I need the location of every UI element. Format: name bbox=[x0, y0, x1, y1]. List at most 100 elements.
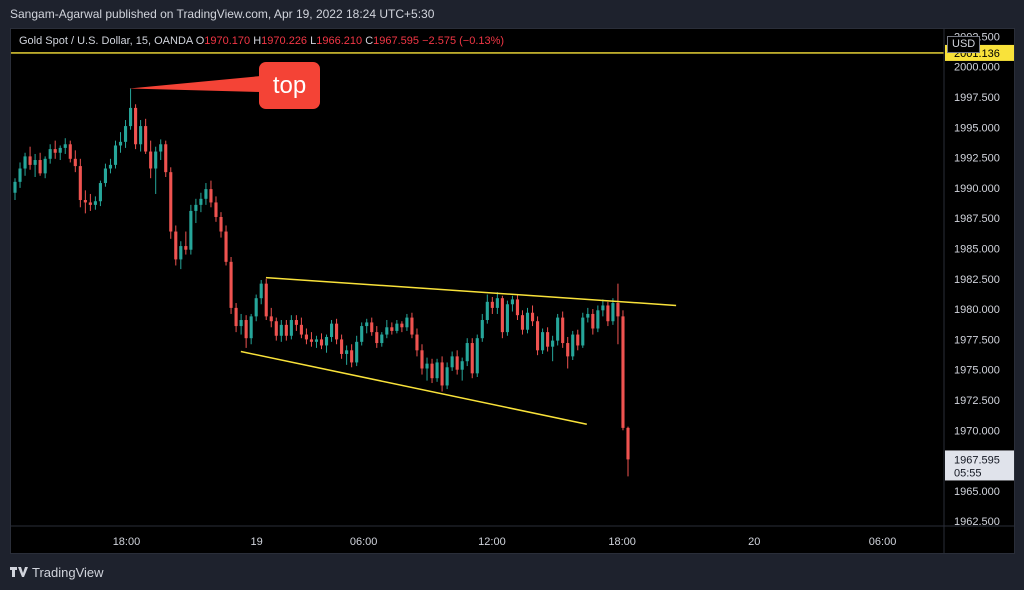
candle bbox=[340, 334, 344, 359]
candle-body bbox=[611, 303, 615, 322]
candle-body bbox=[204, 189, 208, 199]
y-tick-label: 1990.000 bbox=[954, 183, 1000, 195]
candle-body bbox=[234, 307, 238, 327]
candle-body bbox=[601, 305, 605, 311]
candle-body bbox=[440, 362, 444, 386]
annotations: top bbox=[11, 52, 944, 425]
candle bbox=[23, 152, 27, 176]
y-tick-label: 1970.000 bbox=[954, 425, 1000, 437]
candle-body bbox=[515, 299, 520, 316]
candle-body bbox=[129, 107, 133, 127]
candle-body bbox=[470, 343, 474, 374]
candle-body bbox=[525, 312, 530, 330]
tradingview-brand[interactable]: TradingView bbox=[10, 565, 104, 580]
candle-body bbox=[239, 320, 243, 327]
candle bbox=[43, 156, 47, 179]
candle-body bbox=[159, 144, 163, 152]
candle bbox=[450, 351, 454, 371]
candle bbox=[415, 328, 419, 357]
candle bbox=[149, 140, 153, 179]
candle bbox=[194, 198, 198, 224]
candle bbox=[214, 196, 218, 222]
published-by-text: Sangam-Agarwal published on TradingView.… bbox=[10, 7, 435, 21]
axes: 2002.5002000.0001997.5001995.0001992.500… bbox=[11, 29, 1014, 553]
candle-body bbox=[485, 301, 489, 321]
close-value: 1967.595 bbox=[373, 35, 420, 47]
candle bbox=[174, 225, 178, 266]
candle bbox=[199, 192, 203, 213]
candlestick-chart[interactable]: top 2002.5002000.0001997.5001995.0001992… bbox=[11, 29, 1015, 554]
candle-body bbox=[279, 324, 283, 336]
candle-body bbox=[420, 350, 424, 369]
candle bbox=[500, 295, 504, 339]
candles bbox=[13, 88, 630, 477]
candle-body bbox=[591, 313, 595, 329]
candle-body bbox=[18, 168, 22, 182]
candle bbox=[490, 296, 494, 314]
candle bbox=[189, 204, 193, 255]
candle bbox=[335, 318, 339, 345]
candle bbox=[78, 158, 82, 208]
candle-body bbox=[500, 298, 504, 333]
candle bbox=[465, 338, 469, 367]
candle bbox=[591, 309, 595, 335]
candle-body bbox=[370, 322, 374, 333]
candle-body bbox=[309, 339, 314, 342]
candle-body bbox=[294, 320, 298, 325]
chart-frame[interactable]: top 2002.5002000.0001997.5001995.0001992… bbox=[10, 28, 1015, 554]
candle-body bbox=[395, 323, 399, 331]
candle-body bbox=[380, 334, 384, 344]
candle-body bbox=[304, 334, 308, 340]
candle-body bbox=[581, 317, 585, 346]
candle-body bbox=[561, 317, 565, 344]
candle bbox=[390, 322, 394, 335]
y-tick-label: 1982.500 bbox=[954, 274, 1000, 286]
candle-body bbox=[450, 356, 454, 368]
candle-body bbox=[23, 156, 27, 169]
candle-body bbox=[596, 310, 600, 329]
candle-body bbox=[93, 201, 97, 205]
candle bbox=[385, 320, 389, 339]
candle-body bbox=[244, 320, 248, 339]
candle-body bbox=[38, 160, 42, 174]
change-value: −2.575 (−0.13%) bbox=[422, 35, 505, 47]
y-tick-label: 1995.000 bbox=[954, 122, 1000, 134]
candle bbox=[118, 132, 123, 153]
candle-body bbox=[299, 324, 303, 335]
trendline-upper bbox=[265, 276, 677, 307]
candle-body bbox=[480, 320, 484, 339]
candle bbox=[239, 313, 243, 335]
candle bbox=[475, 334, 479, 377]
high-label: H bbox=[253, 35, 262, 47]
candle bbox=[319, 333, 324, 350]
candle bbox=[561, 311, 565, 348]
candle bbox=[53, 140, 57, 159]
candle-body bbox=[571, 334, 575, 357]
candle bbox=[108, 158, 113, 174]
y-tick-label: 1997.500 bbox=[954, 92, 1000, 104]
candle bbox=[18, 162, 22, 188]
candle-body bbox=[154, 151, 158, 169]
candle-body bbox=[350, 350, 354, 363]
candle bbox=[370, 317, 374, 336]
candle-body bbox=[63, 144, 67, 148]
candle bbox=[304, 328, 308, 345]
candle bbox=[410, 312, 414, 339]
candle-body bbox=[435, 362, 439, 379]
candle bbox=[601, 299, 605, 317]
candle-body bbox=[546, 332, 550, 347]
candle bbox=[355, 335, 359, 367]
candle bbox=[113, 140, 118, 169]
candle-body bbox=[13, 181, 17, 193]
currency-badge[interactable]: USD bbox=[947, 36, 981, 53]
candle bbox=[365, 318, 369, 334]
x-tick-label: 19 bbox=[251, 536, 263, 548]
candle-body bbox=[340, 339, 344, 354]
y-tick-label: 1965.000 bbox=[954, 486, 1000, 498]
candle-body bbox=[314, 339, 319, 342]
close-label: C bbox=[365, 35, 374, 47]
candle-body bbox=[199, 198, 203, 205]
candle-body bbox=[33, 160, 37, 165]
candle bbox=[259, 280, 263, 305]
candle-body bbox=[606, 305, 610, 322]
